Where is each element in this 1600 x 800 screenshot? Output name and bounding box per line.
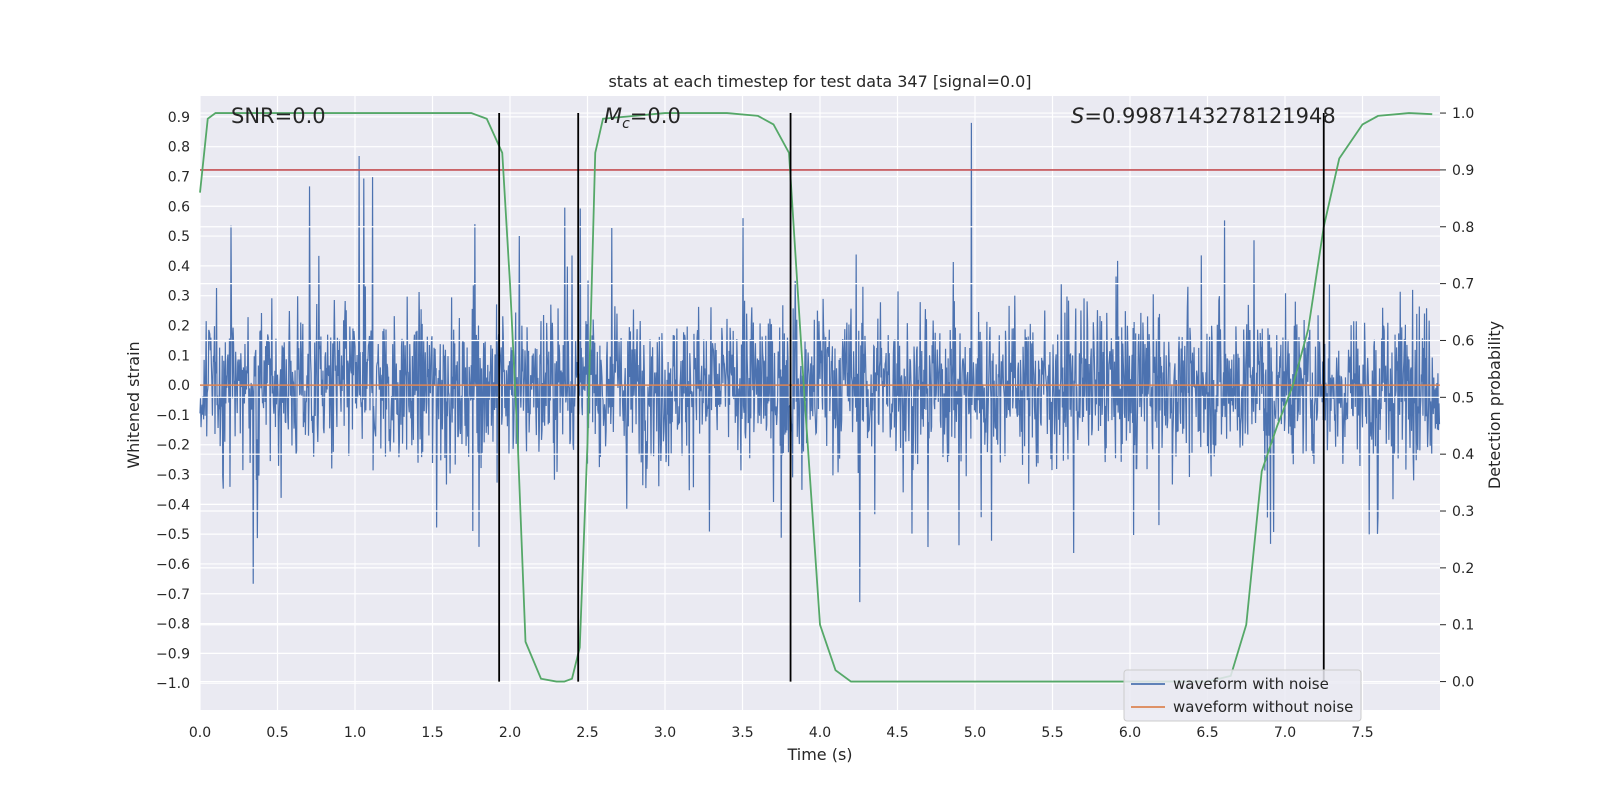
x-tick-label: 4.5 bbox=[886, 725, 908, 741]
detection-probability-line bbox=[199, 112, 1433, 683]
y2-tick-label: 0.2 bbox=[1452, 561, 1474, 577]
y-tick-label: 0.1 bbox=[168, 348, 190, 364]
x-tick-label: 5.5 bbox=[1041, 725, 1063, 741]
y-tick-label: −0.3 bbox=[156, 468, 190, 484]
x-tick-label: 3.0 bbox=[654, 725, 676, 741]
mc-annotation: Mc=0.0 bbox=[604, 104, 681, 132]
y-tick-label: −0.5 bbox=[156, 527, 190, 543]
x-tick-label: 4.0 bbox=[809, 725, 831, 741]
x-tick-label: 7.5 bbox=[1351, 725, 1373, 741]
x-tick-label: 1.0 bbox=[344, 725, 366, 741]
y-tick-label: 0.3 bbox=[168, 289, 190, 305]
y-tick-label: −0.7 bbox=[156, 587, 190, 603]
legend-label-clean: waveform without noise bbox=[1173, 698, 1353, 716]
y2-tick-label: 0.7 bbox=[1452, 277, 1474, 293]
y2-axis-label: Detection probability bbox=[1485, 321, 1504, 489]
y2-tick-label: 0.5 bbox=[1452, 390, 1474, 406]
y2-tick-label: 0.0 bbox=[1452, 675, 1474, 691]
noise-waveform-line bbox=[199, 122, 1441, 603]
y-tick-label: −0.1 bbox=[156, 408, 190, 424]
y-tick-label: 0.6 bbox=[168, 199, 190, 215]
x-tick-label: 6.0 bbox=[1119, 725, 1141, 741]
y-tick-label: −0.2 bbox=[156, 438, 190, 454]
y-tick-label: −0.9 bbox=[156, 646, 190, 662]
y-tick-label: 0.0 bbox=[168, 378, 190, 394]
s-annotation: S=0.9987143278121948 bbox=[1071, 104, 1336, 128]
x-tick-label: 0.0 bbox=[189, 725, 211, 741]
y2-tick-label: 0.1 bbox=[1452, 618, 1474, 634]
x-tick-label: 7.0 bbox=[1274, 725, 1296, 741]
y2-tick-label: 0.6 bbox=[1452, 333, 1474, 349]
snr-annotation: SNR=0.0 bbox=[231, 104, 326, 128]
y-tick-label: 0.4 bbox=[168, 259, 190, 275]
x-tick-label: 2.5 bbox=[576, 725, 598, 741]
x-axis-label: Time (s) bbox=[786, 745, 852, 764]
x-tick-label: 5.0 bbox=[964, 725, 986, 741]
y2-tick-label: 0.9 bbox=[1452, 163, 1474, 179]
legend-label-noise: waveform with noise bbox=[1173, 675, 1329, 693]
axes: 0.0 0.5 1.0 1.5 2.0 2.5 3.0 3.5 4.0 4.5 5.0 5.5 6.0 6… bbox=[156, 106, 1474, 741]
legend: waveform with noise waveform without noi… bbox=[1123, 669, 1362, 722]
x-tick-label: 2.0 bbox=[499, 725, 521, 741]
x-tick-label: 0.5 bbox=[266, 725, 288, 741]
y-tick-label: 0.2 bbox=[168, 319, 190, 335]
x-tick-label: 3.5 bbox=[731, 725, 753, 741]
y-axis-label: Whitened strain bbox=[124, 341, 143, 468]
chart-title: stats at each timestep for test data 347… bbox=[608, 72, 1031, 91]
y-tick-label: −1.0 bbox=[156, 676, 190, 692]
y2-tick-label: 0.4 bbox=[1452, 447, 1474, 463]
y2-tick-label: 1.0 bbox=[1452, 106, 1474, 122]
x-tick-label: 1.5 bbox=[421, 725, 443, 741]
y-tick-label: −0.8 bbox=[156, 617, 190, 633]
y-tick-label: 0.7 bbox=[168, 169, 190, 185]
x-tick-label: 6.5 bbox=[1196, 725, 1218, 741]
legend-box bbox=[1123, 669, 1362, 722]
y-tick-label: −0.4 bbox=[156, 497, 190, 513]
y-tick-label: −0.6 bbox=[156, 557, 190, 573]
y2-tick-label: 0.8 bbox=[1452, 220, 1474, 236]
y-tick-label: 0.5 bbox=[168, 229, 190, 245]
noise-series bbox=[199, 122, 1441, 603]
overlay-lines bbox=[199, 112, 1440, 683]
y2-tick-label: 0.3 bbox=[1452, 504, 1474, 520]
y-tick-label: 0.9 bbox=[168, 110, 190, 126]
y-tick-label: 0.8 bbox=[168, 140, 190, 156]
